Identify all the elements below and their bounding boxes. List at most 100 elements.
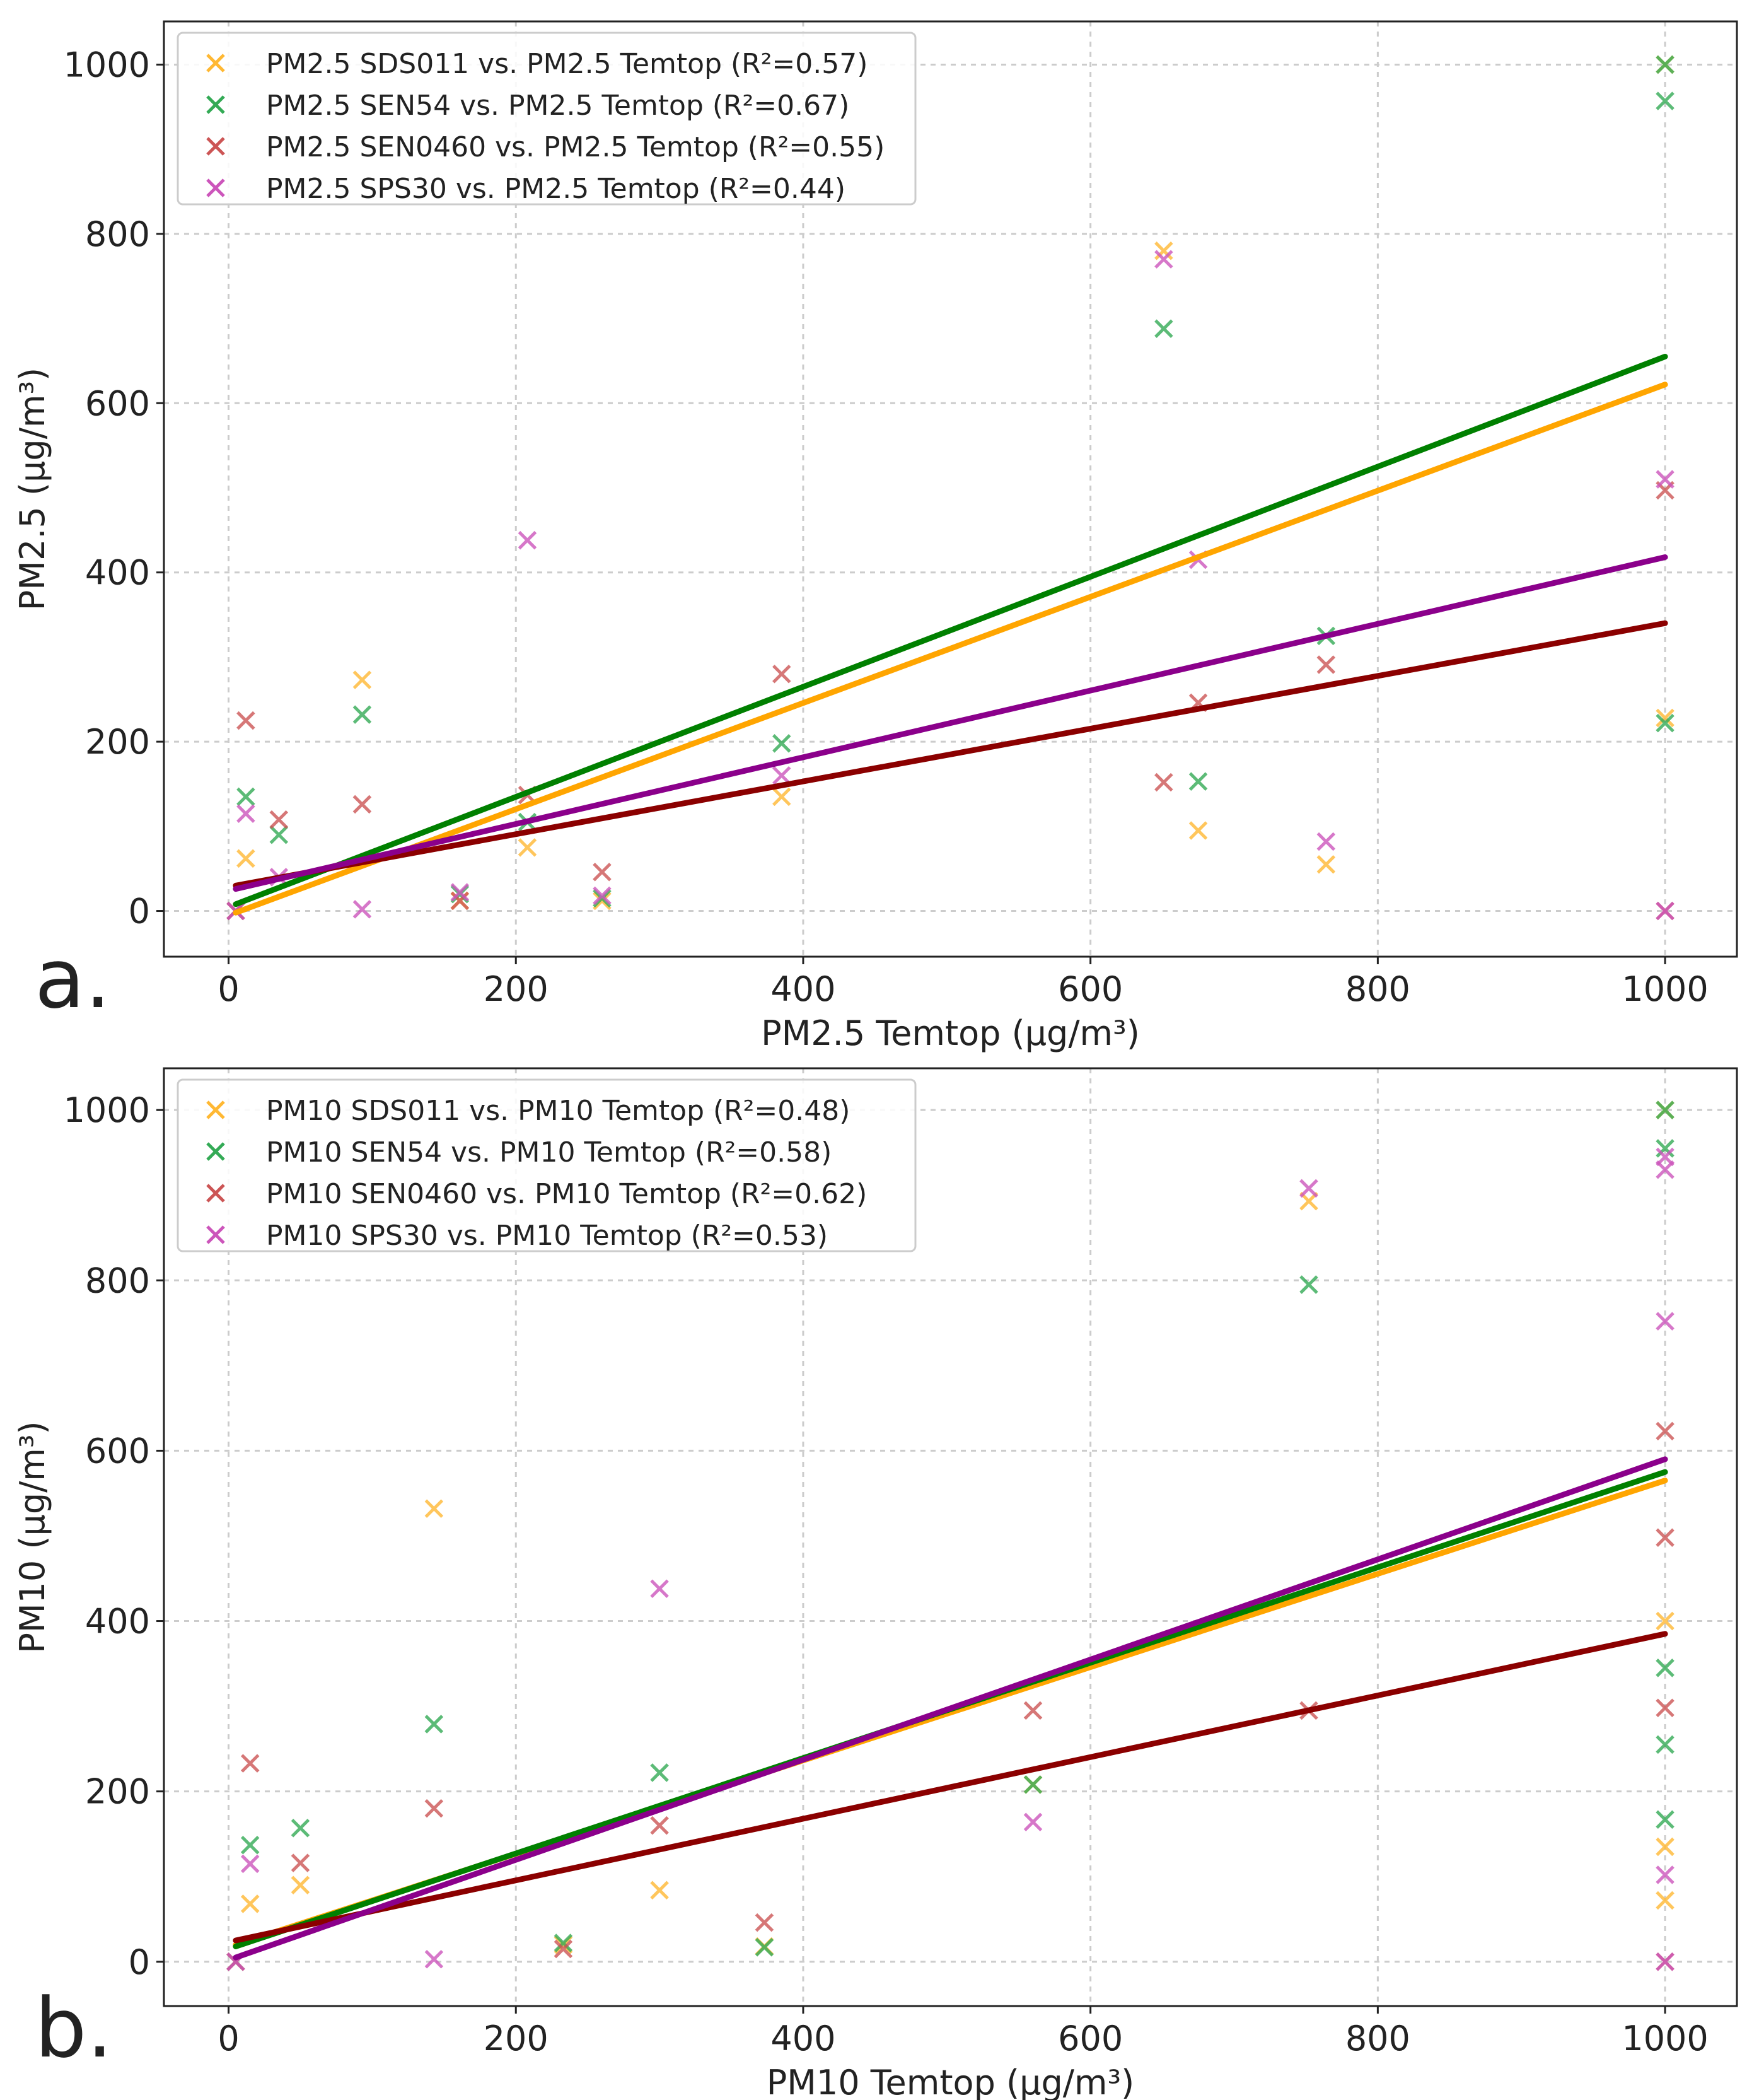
data-point — [593, 863, 612, 882]
data-point — [1656, 1810, 1674, 1829]
axes-frame — [163, 1067, 1738, 2007]
data-point — [1023, 1775, 1043, 1794]
y-tick-label: 600 — [85, 1431, 150, 1471]
data-point — [1188, 772, 1208, 791]
x-tick-label: 800 — [1345, 2019, 1410, 2058]
data-point — [240, 1894, 260, 1913]
legend-marker — [206, 1184, 225, 1203]
data-point — [772, 664, 791, 684]
data-point — [1656, 1659, 1674, 1677]
legend-box — [177, 32, 917, 206]
x-tick-label: 0 — [218, 969, 239, 1009]
legend-box — [177, 1078, 917, 1252]
legend: PM2.5 SDS011 vs. PM2.5 Temtop (R²=0.57) P… — [177, 32, 917, 206]
x-tick-label: 1000 — [1622, 969, 1708, 1009]
data-point — [1656, 1312, 1674, 1331]
series-3 — [226, 250, 1674, 921]
data-point — [1656, 1952, 1674, 1971]
series-2 — [226, 481, 1674, 921]
data-point — [240, 1754, 260, 1773]
x-tick-label: 200 — [484, 969, 548, 1009]
data-point — [772, 787, 791, 807]
data-point — [352, 900, 372, 919]
legend-label: PM2.5 SEN0460 vs. PM2.5 Temtop (R²=0.55) — [266, 131, 885, 163]
data-point — [1656, 1735, 1674, 1754]
legend-marker — [206, 178, 225, 197]
data-point — [772, 734, 791, 753]
data-point — [1656, 1865, 1674, 1884]
x-tick-label: 0 — [218, 2019, 239, 2058]
data-point — [291, 1853, 310, 1872]
fit-line-0 — [233, 382, 1668, 916]
data-point — [650, 1816, 669, 1835]
data-point — [755, 1913, 774, 1932]
legend-label: PM10 SPS30 vs. PM10 Temtop (R²=0.53) — [266, 1220, 828, 1252]
data-point — [424, 1949, 444, 1969]
data-point — [650, 1579, 669, 1598]
legend-label: PM2.5 SDS011 vs. PM2.5 Temtop (R²=0.57) — [266, 48, 868, 80]
legend-label: PM10 SEN54 vs. PM10 Temtop (R²=0.58) — [266, 1136, 832, 1169]
legend-marker — [206, 95, 225, 114]
panel-label: b. — [35, 1980, 113, 2076]
data-point — [1656, 1100, 1674, 1119]
fit-line-3 — [233, 1456, 1668, 1961]
legend-marker — [206, 1225, 225, 1244]
y-tick-label: 800 — [85, 1261, 150, 1300]
legend-label: PM2.5 SEN54 vs. PM2.5 Temtop (R²=0.67) — [266, 90, 849, 122]
legend-label: PM10 SEN0460 vs. PM10 Temtop (R²=0.62) — [266, 1178, 867, 1210]
data-point — [450, 891, 470, 911]
data-point — [650, 1881, 669, 1900]
x-tick-label: 200 — [484, 2019, 548, 2058]
data-point — [1656, 901, 1674, 921]
y-tick-label: 0 — [129, 892, 150, 931]
axes-frame — [163, 20, 1738, 958]
data-point — [236, 711, 255, 730]
data-point — [1316, 655, 1336, 674]
fit-line-2 — [233, 1631, 1668, 1944]
fit-line-3 — [233, 554, 1668, 892]
x-tick-label: 1000 — [1622, 2019, 1708, 2058]
x-tick-label: 600 — [1058, 2019, 1123, 2058]
x-tick-label: 800 — [1345, 969, 1410, 1009]
data-point — [269, 825, 289, 844]
data-point — [424, 1499, 444, 1519]
y-tick-label: 600 — [85, 383, 150, 423]
legend-label: PM10 SDS011 vs. PM10 Temtop (R²=0.48) — [266, 1095, 850, 1127]
y-tick-label: 400 — [85, 553, 150, 593]
data-point — [1656, 1698, 1674, 1718]
legend-label: PM2.5 SPS30 vs. PM2.5 Temtop (R²=0.44) — [266, 173, 845, 205]
data-point — [1188, 821, 1208, 840]
data-point — [291, 1875, 310, 1894]
data-point — [1656, 91, 1674, 110]
y-tick-label: 1000 — [64, 45, 150, 85]
data-point — [755, 1938, 774, 1957]
series-2 — [226, 1421, 1674, 1971]
y-tick-label: 0 — [129, 1942, 150, 1982]
data-point — [236, 804, 255, 823]
series-3 — [226, 1147, 1674, 1971]
data-point — [1154, 319, 1173, 338]
data-point — [240, 1854, 260, 1874]
data-point — [1656, 1891, 1674, 1910]
data-point — [1154, 773, 1173, 792]
y-axis-label: PM10 (µg/m³) — [13, 1421, 52, 1653]
data-point — [1656, 708, 1674, 728]
x-axis-label: PM2.5 Temtop (µg/m³) — [761, 1013, 1140, 1053]
data-point — [236, 787, 255, 807]
data-point — [1299, 1179, 1318, 1198]
data-point — [772, 766, 791, 785]
y-tick-label: 1000 — [64, 1090, 150, 1130]
data-point — [352, 795, 372, 814]
legend-marker — [206, 1100, 225, 1119]
data-point — [518, 838, 537, 857]
data-point — [1656, 1611, 1674, 1631]
data-point — [518, 530, 537, 550]
panel-a: 0 200 400 600 800 1000 0 200 400 600 800 1000 PM2.5 … — [13, 20, 1738, 1053]
data-point — [1656, 470, 1674, 489]
y-tick-label: 200 — [85, 1772, 150, 1812]
data-point — [352, 670, 372, 689]
data-point — [1023, 1701, 1043, 1720]
data-point — [1656, 1421, 1674, 1441]
data-point — [554, 1939, 573, 1959]
